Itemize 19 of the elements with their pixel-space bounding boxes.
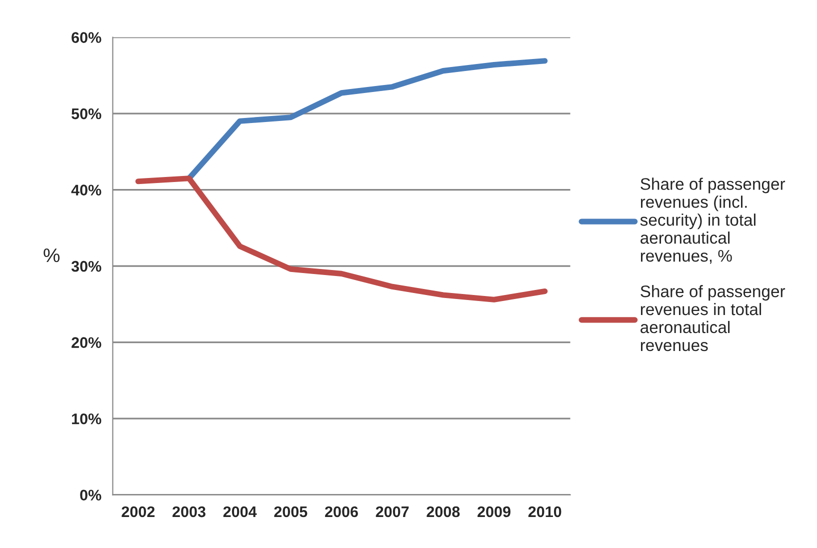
y-tick-label: 20% xyxy=(72,337,102,348)
x-tick-label: 2010 xyxy=(528,506,562,518)
y-tick-label: 50% xyxy=(72,108,102,120)
x-tick-label: 2009 xyxy=(478,506,510,518)
x-tick-label: 2008 xyxy=(426,506,460,518)
y-tick-label: 60% xyxy=(72,32,102,43)
x-tick-label: 2002 xyxy=(122,506,155,518)
x-tick-label: 2006 xyxy=(325,506,358,518)
legend-label: Share of passenger revenues (incl. security) in total aeronautical revenues, % xyxy=(640,178,786,264)
legend-label: Share of passenger revenues in total aeronautical revenues xyxy=(640,285,786,352)
y-tick-label: 0% xyxy=(80,490,102,501)
y-tick-label: 30% xyxy=(71,260,102,272)
x-tick-label: 2005 xyxy=(274,506,308,518)
x-tick-label: 2003 xyxy=(172,506,206,518)
y-axis-title: % xyxy=(44,248,60,262)
y-tick-label: 10% xyxy=(72,413,102,424)
y-tick-label: 40% xyxy=(71,184,102,196)
x-tick-label: 2004 xyxy=(223,506,257,518)
x-tick-label: 2007 xyxy=(376,506,409,518)
